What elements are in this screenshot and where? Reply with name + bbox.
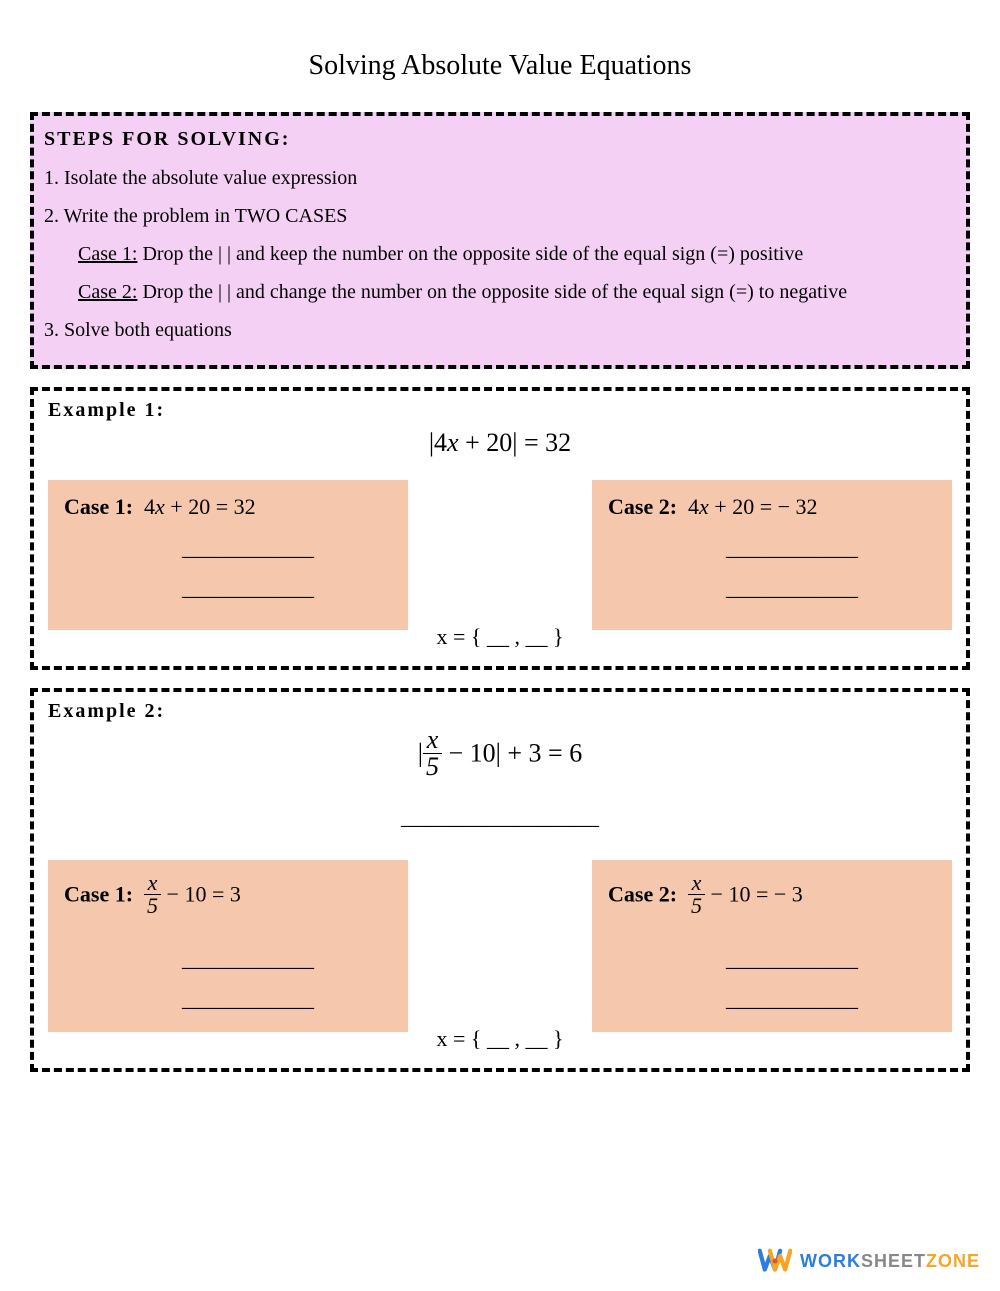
example-2-box: Example 2: |x5 − 10| + 3 = 6 ___________… <box>30 688 970 1072</box>
blank-line[interactable]: ____________ <box>608 568 936 608</box>
worksheet-page: Solving Absolute Value Equations STEPS F… <box>0 0 1000 1120</box>
watermark-text: WORKSHEETZONE <box>800 1251 980 1272</box>
example-1-equation: |4x + 20| = 32 <box>48 428 952 458</box>
steps-box: STEPS FOR SOLVING: 1. Isolate the absolu… <box>30 112 970 369</box>
example-1-box: Example 1: |4x + 20| = 32 Case 1: 4x + 2… <box>30 387 970 670</box>
watermark: WORKSHEETZONE <box>758 1247 980 1275</box>
blank-line[interactable]: ____________ <box>64 568 392 608</box>
case-1-label: Case 1: <box>78 243 137 265</box>
case-2-label: Case 2: <box>78 281 137 303</box>
example-1-cases: Case 1: 4x + 20 = 32 ____________ ______… <box>48 480 952 630</box>
frac-num: x <box>423 727 442 754</box>
blank-line[interactable]: ____________ <box>64 979 392 1019</box>
case-1-bold: Case 1: <box>64 494 133 519</box>
wm-zone: ZONE <box>926 1251 980 1271</box>
example-2-header: Example 2: <box>48 700 952 723</box>
blank-line[interactable]: ____________ <box>64 939 392 979</box>
blank-line[interactable]: ____________ <box>64 528 392 568</box>
frac-den: 5 <box>423 754 442 780</box>
case-1-text: Drop the | | and keep the number on the … <box>137 243 803 265</box>
wm-sheet: SHEET <box>861 1251 926 1271</box>
blank-line[interactable]: ____________ <box>608 979 936 1019</box>
example-1-case-1-line: Case 1: 4x + 20 = 32 <box>64 494 392 520</box>
case-2-text: Drop the | | and change the number on th… <box>137 281 847 303</box>
case-2-bold: Case 2: <box>608 494 677 519</box>
steps-header: STEPS FOR SOLVING: <box>44 128 956 151</box>
frac-num: x <box>144 872 161 895</box>
example-1-case-2-line: Case 2: 4x + 20 = − 32 <box>608 494 936 520</box>
worksheetzone-logo-icon <box>758 1247 792 1275</box>
example-1-case-2: Case 2: 4x + 20 = − 32 ____________ ____… <box>592 480 952 630</box>
case-1-bold: Case 1: <box>64 882 133 907</box>
frac-num: x <box>688 872 705 895</box>
blank-line[interactable]: ____________ <box>608 939 936 979</box>
example-2-cases: Case 1: x5 − 10 = 3 ____________ _______… <box>48 860 952 1032</box>
wm-work: WORK <box>800 1251 861 1271</box>
example-2-equation: |x5 − 10| + 3 = 6 <box>48 729 952 782</box>
example-2-case-1-line: Case 1: x5 − 10 = 3 <box>64 874 392 919</box>
case-2-bold: Case 2: <box>608 882 677 907</box>
page-title: Solving Absolute Value Equations <box>30 50 970 82</box>
step-2-case-1: Case 1: Drop the | | and keep the number… <box>44 235 956 273</box>
frac-den: 5 <box>688 895 705 917</box>
step-3: 3. Solve both equations <box>44 311 956 349</box>
step-2: 2. Write the problem in TWO CASES <box>44 197 956 235</box>
example-2-case-2-line: Case 2: x5 − 10 = − 3 <box>608 874 936 919</box>
example-2-case-1: Case 1: x5 − 10 = 3 ____________ _______… <box>48 860 408 1032</box>
step-2-case-2: Case 2: Drop the | | and change the numb… <box>44 273 956 311</box>
example-2-case-2: Case 2: x5 − 10 = − 3 ____________ _____… <box>592 860 952 1032</box>
example-1-case-1: Case 1: 4x + 20 = 32 ____________ ______… <box>48 480 408 630</box>
blank-line[interactable]: ____________ <box>608 528 936 568</box>
example-1-header: Example 1: <box>48 399 952 422</box>
example-2-isolate-blank[interactable]: __________________ <box>48 804 952 830</box>
frac-den: 5 <box>144 895 161 917</box>
step-1: 1. Isolate the absolute value expression <box>44 159 956 197</box>
